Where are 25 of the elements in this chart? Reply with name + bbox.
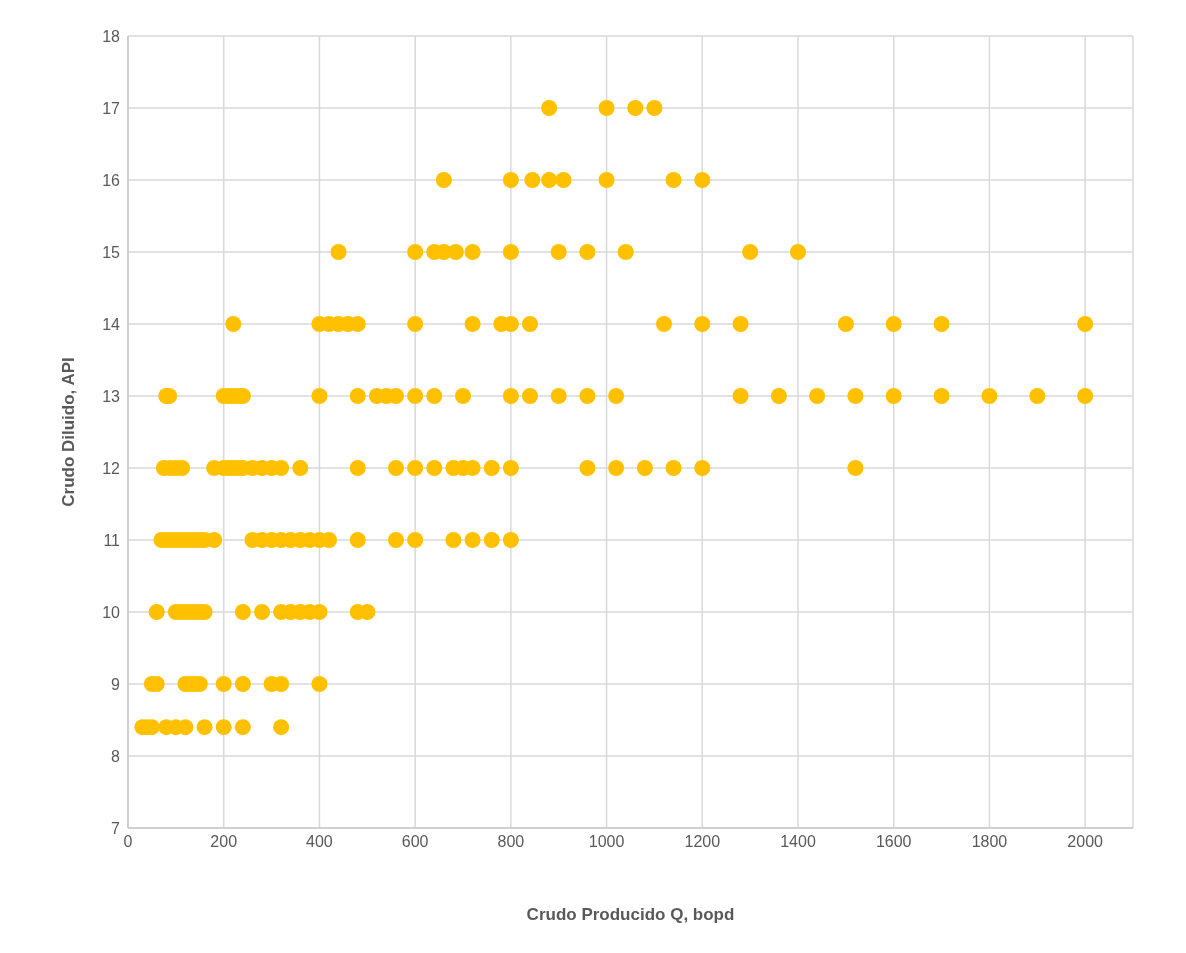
y-tick-label: 18 xyxy=(102,27,121,45)
y-tick-label: 16 xyxy=(102,171,121,189)
x-tick-label: 0 xyxy=(123,833,133,851)
x-tick-label: 1400 xyxy=(780,833,816,851)
x-axis-title: Crudo Producido Q, bopd xyxy=(526,905,735,924)
x-tick-label: 200 xyxy=(210,833,238,851)
x-tick-label: 600 xyxy=(401,833,429,851)
y-axis-title: Crudo Diluido, API xyxy=(59,357,79,507)
y-tick-label: 8 xyxy=(111,747,121,765)
y-tick-label: 12 xyxy=(102,459,121,477)
y-tick-label: 15 xyxy=(102,243,121,261)
x-tick-label: 400 xyxy=(306,833,333,851)
x-tick-label: 2000 xyxy=(1067,833,1104,851)
x-tick-label: 800 xyxy=(497,833,525,851)
x-tick-label: 1600 xyxy=(875,833,912,851)
y-tick-label: 14 xyxy=(102,315,121,333)
x-tick-label: 1000 xyxy=(588,833,625,851)
y-tick-label: 13 xyxy=(102,387,121,405)
y-tick-label: 9 xyxy=(111,675,121,693)
y-tick-label: 7 xyxy=(111,819,121,837)
x-tick-label: 1800 xyxy=(971,833,1008,851)
y-tick-label: 10 xyxy=(102,603,121,621)
y-tick-label: 11 xyxy=(103,531,121,549)
x-tick-label: 1200 xyxy=(684,833,721,851)
y-tick-label: 17 xyxy=(102,99,121,117)
